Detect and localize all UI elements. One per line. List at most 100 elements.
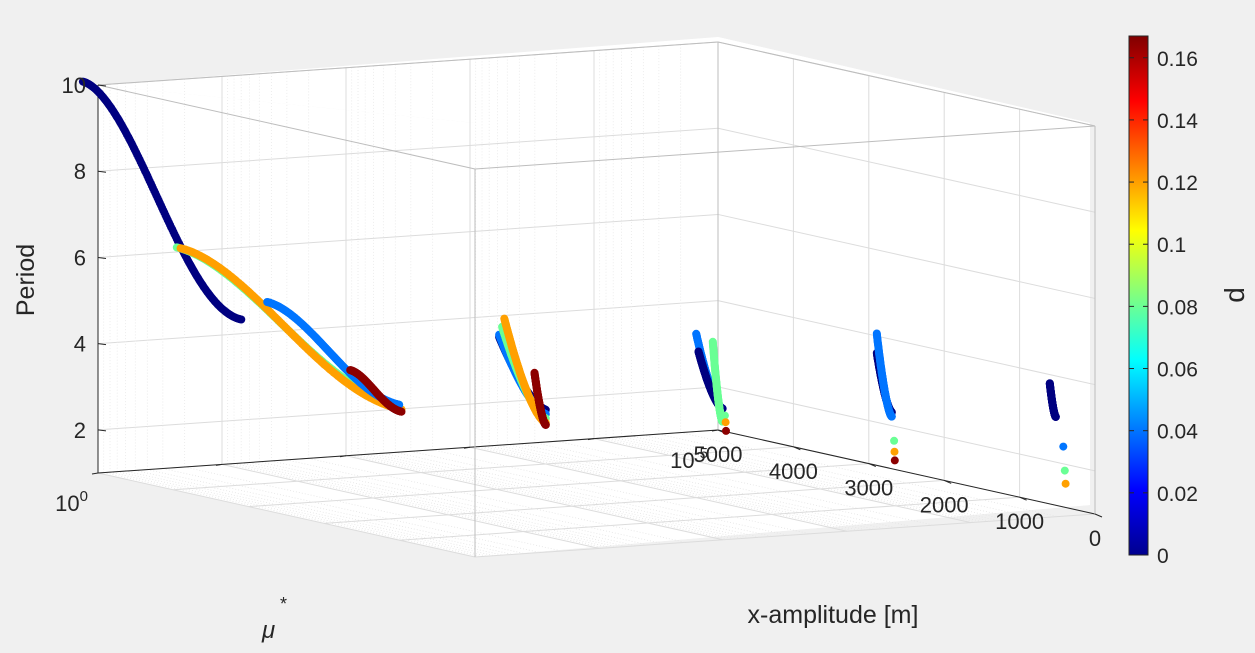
grid-line-minor-floor <box>383 452 761 538</box>
y-tick <box>91 472 99 475</box>
grid-line-minor-floor <box>109 471 488 557</box>
mark-pt-9 <box>1061 479 1070 488</box>
y-tick <box>463 446 471 449</box>
grid-line-z-right <box>717 300 1096 386</box>
grid-line-minor-floor <box>271 460 649 546</box>
mark-pt-7 <box>1059 442 1068 451</box>
z-tick-label: 8 <box>74 159 86 184</box>
mark-pt-8 <box>1060 466 1069 475</box>
grid-line-x-floor <box>173 446 794 491</box>
grid-line-minor-floor <box>117 471 495 557</box>
x-tick-label: 3000 <box>844 476 893 501</box>
grid-line-minor-floor <box>365 454 743 539</box>
grid-line-minor-floor <box>351 455 729 540</box>
grid-line-z-right <box>717 127 1096 213</box>
grid-line-minor-floor <box>233 463 612 548</box>
x-axis-label: x-amplitude [m] <box>748 601 919 629</box>
colorbar-tick-label: 0.02 <box>1157 483 1198 506</box>
grid-line-minor-floor <box>357 454 736 540</box>
colorbar-tick-label: 0 <box>1157 545 1169 568</box>
x-tick <box>1019 496 1027 501</box>
grid-line-y-floor <box>469 446 848 532</box>
z-tick-label: 6 <box>74 245 86 270</box>
grid-line-minor-floor <box>621 436 999 522</box>
x-tick <box>944 479 952 484</box>
mark-mu1e0-d0 <box>237 315 246 324</box>
y-axis-label: μ <box>261 617 275 644</box>
x-tick-label: 1000 <box>995 509 1044 534</box>
mark-mu1e-4-d0.04 <box>887 412 896 421</box>
data-marks <box>78 77 1070 488</box>
z-tick <box>97 170 107 173</box>
mark-pt-2 <box>721 418 730 427</box>
z-tick <box>97 429 107 432</box>
grid-line-minor-floor <box>184 466 562 552</box>
grid-line-y-floor <box>593 438 972 524</box>
grid-line-y-floor <box>221 463 600 549</box>
mark-pt-4 <box>890 436 899 445</box>
x-tick <box>1094 513 1103 518</box>
colorbar-tick-label: 0.12 <box>1157 172 1198 195</box>
grid-line-minor-floor <box>432 449 810 535</box>
colorbar-tick-label: 0.1 <box>1157 234 1186 257</box>
colorbar-tick-label: 0.08 <box>1157 296 1198 319</box>
grid-line-y-floor <box>345 455 724 541</box>
x-tick-label: 2000 <box>920 492 969 517</box>
y-tick-label: 10-5 <box>670 445 708 473</box>
grid-line-minor-floor <box>286 459 664 545</box>
grid-line-x-floor <box>399 496 1020 541</box>
x-tick <box>868 463 876 468</box>
grid-line-minor-floor <box>519 443 897 529</box>
grid-line-minor-floor <box>475 446 853 532</box>
grid-line-minor-floor <box>497 444 875 530</box>
grid-line-z-left <box>97 300 719 345</box>
box-edge-top-left <box>97 41 719 86</box>
mark-pt-1 <box>720 411 729 420</box>
z-tick <box>97 343 107 346</box>
mark-pt-3 <box>722 426 730 435</box>
y-tick <box>215 463 223 466</box>
grid-line-minor-floor <box>125 470 503 556</box>
grid-line-minor-floor <box>489 445 867 531</box>
grid-line-minor-floor <box>308 457 686 543</box>
x-axis-line <box>717 429 1096 515</box>
z-axis-label: Period <box>12 244 40 316</box>
grid-line-minor-floor <box>507 444 885 530</box>
y-axis-line <box>97 429 719 474</box>
colorbar-label: d <box>1219 287 1250 303</box>
grid-line-minor-floor <box>613 436 991 522</box>
floor-plane <box>98 430 1090 557</box>
mark-pt-5 <box>890 447 899 456</box>
grid-line-z-left <box>97 386 719 431</box>
grid-line-minor-floor <box>103 472 481 557</box>
grid-line-minor-floor <box>534 442 912 528</box>
colorbar-tick-label: 0.06 <box>1157 359 1198 382</box>
box-edge-top-front <box>717 41 1096 127</box>
axes-lines <box>97 41 1096 557</box>
grid-line-minor-floor <box>162 468 540 553</box>
z-tick <box>97 84 107 87</box>
grid-line-minor-floor <box>599 437 977 523</box>
grid-line-minor-floor <box>680 432 1058 517</box>
mark-mu1e-1-d0.16 <box>397 407 406 416</box>
z-tick-label: 10 <box>62 73 86 98</box>
box-edge-top-back <box>97 84 476 170</box>
grid-line-z-right <box>717 213 1096 299</box>
mark-pt-6 <box>890 456 899 465</box>
back-wall-right <box>475 37 1090 557</box>
mark-mu1e-5-d0 <box>1051 412 1060 421</box>
grid-line-x-floor <box>324 479 945 524</box>
grid-line-minor-floor <box>605 437 984 523</box>
grid-line-minor-floor <box>395 451 773 537</box>
y-axis-label-superscript: * <box>280 594 287 614</box>
grid-line-minor-floor <box>658 433 1036 519</box>
y-tick <box>711 429 719 432</box>
grid-line-minor-floor <box>135 470 513 555</box>
y-tick <box>587 438 595 441</box>
grid-line-minor-floor <box>147 469 525 554</box>
y-tick-label: 100 <box>55 488 88 516</box>
x-tick-label: 0 <box>1089 526 1101 551</box>
grid-line-minor-floor <box>481 445 860 531</box>
